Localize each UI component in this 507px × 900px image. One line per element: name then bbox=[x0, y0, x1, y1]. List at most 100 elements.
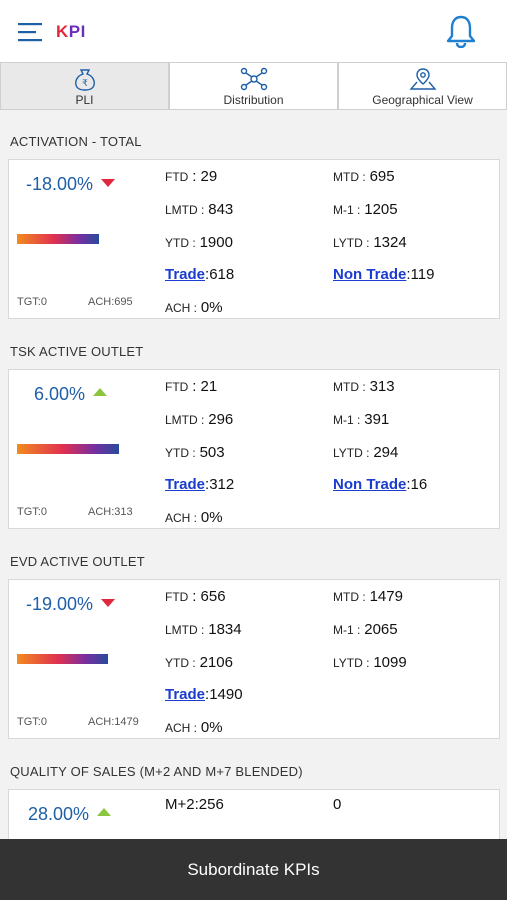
app-header: KPI bbox=[0, 0, 507, 62]
section-title-tsk-active-outlet: TSK ACTIVE OUTLET bbox=[10, 344, 144, 359]
non-trade-metric: Non Trade:119 bbox=[333, 266, 434, 283]
lytd-value: 294 bbox=[373, 444, 399, 461]
tab-geographical-view[interactable]: Geographical View bbox=[338, 62, 507, 110]
trend-up-icon bbox=[93, 388, 108, 397]
mtd-metric: MTD : 1479 bbox=[333, 588, 403, 605]
kpi-progress-bar bbox=[17, 444, 119, 454]
ftd-label: FTD bbox=[165, 170, 189, 184]
lmtd-label: LMTD : bbox=[165, 413, 205, 427]
kpi-percent: 28.00% bbox=[28, 804, 112, 825]
kpi-card-tsk-active-outlet[interactable]: 6.00% TGT:0 ACH:313 FTD : 21 MTD : 313 L… bbox=[8, 369, 500, 529]
app-title-rest: PI bbox=[68, 22, 86, 41]
ytd-value: 2106 bbox=[199, 654, 233, 671]
kpi-achieved: ACH:313 bbox=[88, 506, 133, 518]
ytd-metric: YTD : 2106 bbox=[165, 654, 233, 671]
kpi-percent: 6.00% bbox=[34, 384, 108, 405]
trade-link[interactable]: Trade bbox=[165, 686, 206, 703]
ytd-metric: YTD : 503 bbox=[165, 444, 225, 461]
non-trade-link[interactable]: Non Trade bbox=[333, 476, 407, 493]
map-pin-icon bbox=[408, 68, 437, 90]
lytd-value: 1324 bbox=[373, 234, 407, 251]
non-trade-metric: Non Trade:16 bbox=[333, 476, 427, 493]
kpi-percent-value: 6.00% bbox=[34, 384, 86, 404]
kpi-achieved-value: 695 bbox=[114, 296, 133, 308]
mtd-value: 313 bbox=[369, 378, 395, 395]
section-title-evd-active-outlet: EVD ACTIVE OUTLET bbox=[10, 554, 145, 569]
mtd-value: 695 bbox=[369, 168, 395, 185]
lytd-metric: LYTD : 294 bbox=[333, 444, 398, 461]
section-title-activation-total: ACTIVATION - TOTAL bbox=[10, 134, 142, 149]
kpi-achieved-value: 313 bbox=[114, 506, 133, 518]
bell-icon[interactable] bbox=[445, 14, 477, 48]
non-trade-link[interactable]: Non Trade bbox=[333, 266, 407, 283]
kpi-percent: -18.00% bbox=[26, 174, 116, 195]
non-trade-value: :16 bbox=[406, 476, 428, 493]
m2-metric: M+2:256 bbox=[165, 796, 224, 813]
trend-up-icon bbox=[97, 808, 112, 817]
kpi-progress-bar bbox=[17, 654, 108, 664]
ftd-metric: FTD : 656 bbox=[165, 588, 226, 605]
lytd-metric: LYTD : 1099 bbox=[333, 654, 407, 671]
ftd-value: : 21 bbox=[192, 378, 218, 395]
m7-value: 0 bbox=[333, 796, 342, 813]
ftd-metric: FTD : 29 bbox=[165, 168, 217, 185]
m1-label: M-1 : bbox=[333, 623, 361, 637]
m1-metric: M-1 : 391 bbox=[333, 411, 389, 428]
lytd-label: LYTD : bbox=[333, 446, 370, 460]
kpi-target: TGT:0 bbox=[17, 506, 47, 518]
kpi-achieved-label: ACH: bbox=[88, 506, 115, 518]
lytd-label: LYTD : bbox=[333, 236, 370, 250]
lmtd-value: 843 bbox=[208, 201, 234, 218]
mtd-metric: MTD : 313 bbox=[333, 378, 395, 395]
m1-metric: M-1 : 2065 bbox=[333, 621, 398, 638]
lmtd-label: LMTD : bbox=[165, 623, 205, 637]
ach-percent-value: 0% bbox=[200, 509, 223, 526]
kpi-achieved-value: 1479 bbox=[114, 716, 139, 728]
trade-link[interactable]: Trade bbox=[165, 476, 206, 493]
ytd-label: YTD : bbox=[165, 446, 196, 460]
lmtd-label: LMTD : bbox=[165, 203, 205, 217]
trend-down-icon bbox=[101, 599, 116, 608]
mtd-metric: MTD : 695 bbox=[333, 168, 395, 185]
ach-percent-metric: ACH : 0% bbox=[165, 509, 223, 526]
trade-value: :618 bbox=[205, 266, 235, 283]
ach-percent-metric: ACH : 0% bbox=[165, 719, 223, 736]
ach-percent-metric: ACH : 0% bbox=[165, 299, 223, 316]
trade-value: :1490 bbox=[205, 686, 243, 703]
mtd-label: MTD : bbox=[333, 380, 366, 394]
trade-metric: Trade:1490 bbox=[165, 686, 243, 703]
kpi-target: TGT:0 bbox=[17, 296, 47, 308]
ach-percent-value: 0% bbox=[200, 299, 223, 316]
ftd-value: : 656 bbox=[192, 588, 226, 605]
subordinate-kpis-button[interactable]: Subordinate KPIs bbox=[0, 839, 507, 900]
kpi-card-evd-active-outlet[interactable]: -19.00% TGT:0 ACH:1479 FTD : 656 MTD : 1… bbox=[8, 579, 500, 739]
m1-value: 1205 bbox=[364, 201, 398, 218]
ftd-metric: FTD : 21 bbox=[165, 378, 217, 395]
tab-distribution[interactable]: Distribution bbox=[169, 62, 338, 110]
menu-icon[interactable] bbox=[18, 22, 42, 42]
kpi-percent-value: 28.00% bbox=[28, 804, 90, 824]
kpi-achieved-label: ACH: bbox=[88, 716, 115, 728]
m1-label: M-1 : bbox=[333, 413, 361, 427]
non-trade-value: :119 bbox=[406, 266, 435, 283]
app-title-k: K bbox=[56, 22, 69, 41]
trade-metric: Trade:312 bbox=[165, 476, 234, 493]
lmtd-metric: LMTD : 843 bbox=[165, 201, 233, 218]
tab-geographical-view-label: Geographical View bbox=[372, 93, 473, 107]
lytd-label: LYTD : bbox=[333, 656, 370, 670]
kpi-target: TGT:0 bbox=[17, 716, 47, 728]
ftd-label: FTD bbox=[165, 380, 189, 394]
kpi-percent-value: -18.00% bbox=[26, 174, 94, 194]
kpi-achieved: ACH:695 bbox=[88, 296, 133, 308]
lmtd-metric: LMTD : 1834 bbox=[165, 621, 242, 638]
trade-link[interactable]: Trade bbox=[165, 266, 206, 283]
m1-value: 2065 bbox=[364, 621, 398, 638]
app-title: KPI bbox=[56, 22, 86, 42]
tab-distribution-label: Distribution bbox=[223, 93, 284, 107]
kpi-achieved-label: ACH: bbox=[88, 296, 115, 308]
mtd-label: MTD : bbox=[333, 590, 366, 604]
ftd-label: FTD bbox=[165, 590, 189, 604]
m7-metric: 0 bbox=[333, 796, 341, 813]
tab-pli[interactable]: ₹ PLI bbox=[0, 62, 169, 110]
kpi-card-activation-total[interactable]: -18.00% TGT:0 ACH:695 FTD : 29 MTD : 695… bbox=[8, 159, 500, 319]
